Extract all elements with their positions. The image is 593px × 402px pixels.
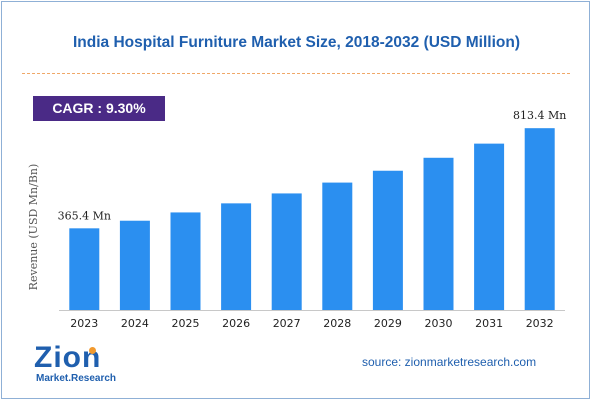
logo-sub-text: Market.Research xyxy=(36,373,117,384)
logo-dot-icon xyxy=(89,347,96,354)
bar-2028 xyxy=(322,182,353,310)
data-label: 813.4 Mn xyxy=(513,109,566,122)
bar-2032 xyxy=(524,128,555,310)
x-tick-label: 2025 xyxy=(172,317,200,330)
x-tick-label: 2026 xyxy=(222,317,250,330)
y-axis-label: Revenue (USD Mn/Bn) xyxy=(27,164,40,291)
source-note: source: zionmarketresearch.com xyxy=(362,355,537,369)
cagr-badge: CAGR : 9.30% xyxy=(33,96,165,121)
zion-logo: Zion Market.Research xyxy=(34,343,134,391)
x-tick-label: 2027 xyxy=(273,317,301,330)
bar-2025 xyxy=(170,212,201,310)
x-tick-label: 2023 xyxy=(70,317,98,330)
x-tick-label: 2031 xyxy=(475,317,503,330)
data-label: 365.4 Mn xyxy=(58,209,111,222)
bar-2026 xyxy=(221,203,252,310)
chart-title: India Hospital Furniture Market Size, 20… xyxy=(72,34,521,51)
x-tick-label: 2030 xyxy=(425,317,453,330)
bar-2023 xyxy=(69,228,100,310)
title-divider xyxy=(22,73,570,74)
x-tick-label: 2024 xyxy=(121,317,149,330)
x-tick-label: 2028 xyxy=(323,317,351,330)
bar-2030 xyxy=(423,157,454,310)
bar-2024 xyxy=(119,220,150,310)
x-tick-label: 2029 xyxy=(374,317,402,330)
bar-2029 xyxy=(372,170,403,310)
x-tick-label: 2032 xyxy=(526,317,554,330)
bar-2027 xyxy=(271,193,302,310)
bar-2031 xyxy=(474,143,505,310)
